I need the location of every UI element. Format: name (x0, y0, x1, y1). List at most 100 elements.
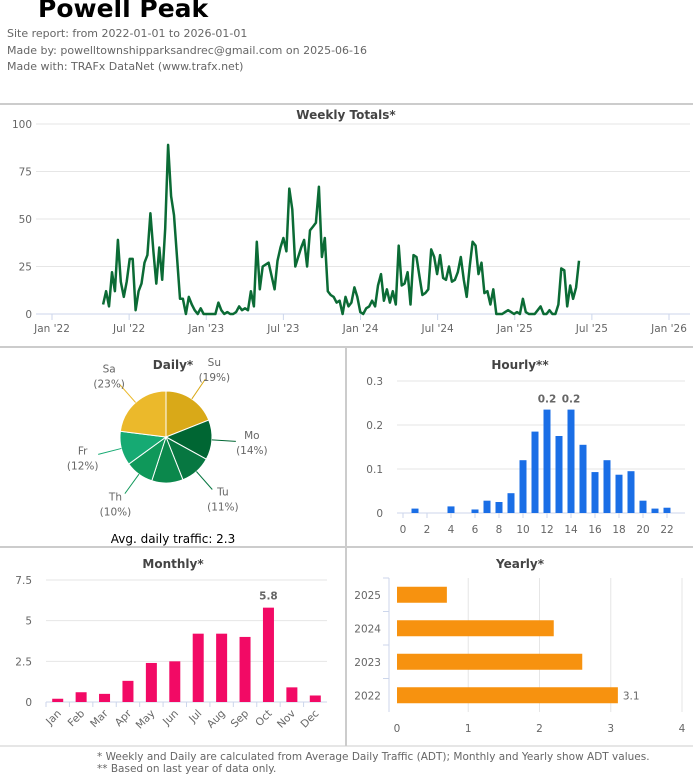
hourly-bar (483, 500, 491, 513)
monthly-bar (309, 695, 321, 702)
site-report-range: Site report: from 2022-01-01 to 2026-01-… (7, 27, 248, 40)
y-tick-label: 2023 (354, 657, 381, 669)
pie-percent: (12%) (67, 460, 99, 472)
pie-label: Mo (244, 430, 259, 442)
x-tick-label: Jul '22 (112, 323, 145, 335)
x-tick-label: 10 (516, 524, 529, 536)
y-tick-label: 7.5 (15, 575, 32, 587)
pie-label: Tu (216, 487, 228, 499)
made-with: Made with: TRAFx DataNet (www.trafx.net) (7, 60, 244, 73)
x-tick-label: 0 (400, 524, 407, 536)
pie-connector (98, 447, 122, 455)
monthly-bar (122, 680, 134, 702)
x-tick-label: 3 (607, 723, 614, 735)
x-tick-label: 4 (679, 723, 686, 735)
yearly-bar (397, 620, 554, 637)
hourly-bar (651, 508, 659, 513)
yearly-title: Yearly* (495, 557, 545, 571)
pie-label: Fr (78, 445, 88, 457)
made-by: Made by: powelltownshipparksandrec@gmail… (7, 44, 368, 57)
y-tick-label: 0 (25, 309, 32, 321)
weekly-title: Weekly Totals* (296, 108, 396, 122)
avg-daily-traffic: Avg. daily traffic: 2.3 (111, 532, 236, 546)
hourly-bar (591, 472, 599, 513)
monthly-bar (145, 662, 157, 702)
monthly-bar (169, 661, 181, 702)
x-tick-label: Jan '23 (187, 323, 224, 335)
y-tick-label: 0.2 (366, 420, 383, 432)
monthly-bar (286, 687, 298, 702)
y-tick-label: 5 (25, 616, 32, 628)
x-tick-label: Jul '23 (266, 323, 299, 335)
yearly-bar (397, 653, 583, 670)
y-tick-label: 0 (25, 697, 32, 709)
hourly-bar (447, 506, 455, 513)
y-tick-label: 75 (19, 167, 32, 179)
y-tick-label: 2024 (354, 623, 381, 635)
pie-label: Sa (103, 363, 116, 375)
pie-percent: (11%) (207, 502, 239, 514)
monthly-title: Monthly* (142, 557, 204, 571)
x-tick-label: Oct (253, 708, 274, 729)
x-tick-label: Jul '24 (420, 323, 454, 335)
x-tick-label: Jun (160, 708, 181, 729)
pie-percent: (14%) (236, 445, 268, 457)
monthly-bar (192, 633, 204, 702)
pie-connector (196, 471, 213, 490)
x-tick-label: Jan '22 (33, 323, 70, 335)
y-tick-label: 50 (19, 214, 32, 226)
hourly-bar (411, 508, 419, 513)
pie-percent: (19%) (199, 372, 231, 384)
footnote-2: ** Based on last year of data only. (97, 763, 277, 774)
data-label: 5.8 (259, 591, 278, 603)
x-tick-label: Jul (186, 708, 204, 726)
pie-percent: (23%) (93, 378, 125, 390)
x-tick-label: Sep (229, 707, 252, 730)
hourly-bar (663, 507, 671, 513)
hourly-bar (495, 502, 503, 513)
hourly-bar (579, 444, 587, 513)
y-tick-label: 100 (12, 119, 32, 131)
x-tick-label: 6 (472, 524, 479, 536)
x-tick-label: Apr (113, 707, 135, 729)
y-tick-label: 0 (376, 508, 383, 520)
hourly-bar (555, 436, 563, 513)
yearly-bar (397, 687, 618, 704)
data-label: 3.1 (623, 690, 640, 702)
hourly-bar (567, 409, 575, 513)
x-tick-label: 4 (448, 524, 455, 536)
data-label: 0.2 (562, 394, 581, 406)
x-tick-label: 22 (660, 524, 673, 536)
x-tick-label: Nov (275, 708, 298, 731)
x-tick-label: Aug (205, 708, 228, 731)
x-tick-label: Dec (299, 707, 322, 730)
hourly-bar (519, 460, 527, 513)
yearly-bar (397, 586, 447, 603)
pie-connector (124, 473, 140, 494)
x-tick-label: Jan '25 (496, 323, 533, 335)
hourly-bar (603, 460, 611, 513)
y-tick-label: 2022 (354, 690, 381, 702)
hourly-bar (471, 509, 479, 513)
hourly-bar (615, 474, 623, 513)
footnote-1: * Weekly and Daily are calculated from A… (97, 751, 650, 763)
pie-connector (191, 378, 206, 400)
x-tick-label: 18 (612, 524, 625, 536)
x-tick-label: 14 (564, 524, 578, 536)
x-tick-label: May (134, 708, 158, 732)
x-tick-label: Mar (88, 707, 111, 730)
pie-connector (119, 384, 136, 403)
x-tick-label: Jan '26 (650, 323, 687, 335)
y-tick-label: 0.1 (366, 464, 383, 476)
y-tick-label: 0.3 (366, 376, 383, 388)
pie-percent: (10%) (100, 506, 132, 518)
y-tick-label: 2.5 (15, 656, 32, 668)
hourly-bar (639, 500, 647, 513)
x-tick-label: 8 (496, 524, 503, 536)
hourly-bar (627, 471, 635, 513)
data-label: 0.2 (538, 394, 557, 406)
pie-label: Th (108, 491, 122, 503)
monthly-bar (262, 607, 274, 702)
monthly-bar (75, 692, 87, 702)
